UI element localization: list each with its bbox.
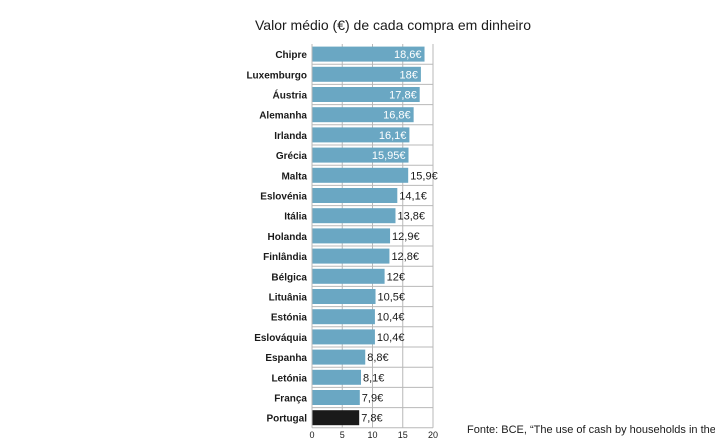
- data-label: 15,9€: [410, 170, 438, 182]
- data-label: 13,8€: [397, 211, 425, 223]
- x-tick-label: 15: [398, 430, 408, 440]
- data-label: 18€: [400, 69, 418, 81]
- category-label: Eslovénia: [260, 192, 307, 203]
- data-label: 12€: [387, 271, 405, 283]
- data-label: 16,1€: [379, 130, 407, 142]
- category-label: Holanda: [268, 232, 308, 243]
- category-label: Áustria: [273, 89, 308, 102]
- category-label: Itália: [284, 212, 307, 223]
- bar: [312, 127, 410, 143]
- data-label: 18,6€: [394, 49, 422, 61]
- bar: [312, 289, 376, 304]
- x-tick-label: 10: [367, 430, 377, 440]
- bar: [312, 208, 396, 224]
- bar: [312, 248, 390, 264]
- category-label: Grécia: [276, 151, 308, 162]
- bar: [312, 107, 414, 123]
- bar: [312, 228, 391, 244]
- data-label: 10,4€: [377, 312, 405, 324]
- bar: [312, 167, 409, 183]
- data-label: 7,8€: [361, 413, 382, 425]
- bar: [312, 46, 425, 62]
- bar: [312, 390, 360, 405]
- category-label: Finlândia: [263, 252, 307, 263]
- data-label: 10,5€: [378, 292, 406, 304]
- category-label: Irlanda: [274, 131, 307, 142]
- category-label: Chipre: [275, 50, 307, 61]
- bar: [312, 268, 385, 284]
- chart-title: Valor médio (€) de cada compra em dinhei…: [255, 17, 531, 33]
- bar: [312, 309, 375, 325]
- category-label: Portugal: [266, 414, 307, 425]
- data-label: 8,1€: [363, 372, 384, 384]
- x-tick-label: 20: [428, 430, 438, 440]
- category-label: Bélgica: [271, 272, 307, 283]
- data-label: 12,9€: [392, 231, 420, 243]
- category-label: Luxemburgo: [246, 70, 307, 81]
- category-label: Lituânia: [269, 293, 308, 304]
- bar: [312, 87, 420, 102]
- data-label: 14,1€: [399, 191, 427, 203]
- data-label: 8,8€: [367, 352, 388, 364]
- category-label: Malta: [281, 171, 307, 182]
- bar: [312, 188, 398, 203]
- bar: [312, 147, 409, 163]
- data-label: 16,8€: [383, 110, 411, 122]
- data-label: 15,95€: [372, 150, 406, 162]
- data-label: 17,8€: [389, 90, 417, 102]
- x-tick-label: 5: [340, 430, 345, 440]
- data-label: 12,8€: [391, 251, 419, 263]
- bar: [312, 349, 366, 365]
- bar: [312, 66, 421, 82]
- category-label: França: [274, 394, 307, 405]
- bar: [312, 369, 362, 385]
- bar: [312, 410, 360, 426]
- bar: [312, 329, 375, 345]
- data-label: 7,9€: [362, 393, 383, 405]
- data-label: 10,4€: [377, 332, 405, 344]
- category-label: Alemanha: [259, 111, 307, 122]
- category-label: Eslováquia: [254, 333, 307, 344]
- x-tick-label: 0: [309, 430, 314, 440]
- source-note: Fonte: BCE, “The use of cash by househol…: [467, 424, 715, 436]
- category-label: Espanha: [265, 353, 307, 364]
- category-label: Letónia: [271, 373, 307, 384]
- category-label: Estónia: [271, 313, 308, 324]
